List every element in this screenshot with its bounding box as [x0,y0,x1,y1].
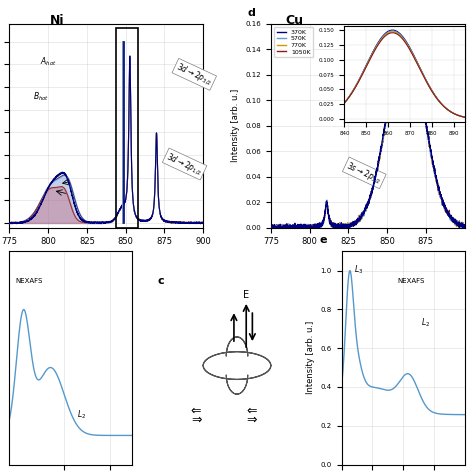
Text: $L_3$: $L_3$ [354,264,363,276]
Polygon shape [203,352,237,379]
Polygon shape [237,352,271,379]
Text: E: E [243,290,249,300]
Polygon shape [226,337,248,356]
Text: $3d \rightarrow 2p_{1/2}$: $3d \rightarrow 2p_{1/2}$ [164,150,205,178]
Text: d: d [247,8,255,18]
Text: ⇒: ⇒ [191,414,201,427]
Text: e: e [319,235,327,245]
Text: $3s \rightarrow 2p_{3/2}$: $3s \rightarrow 2p_{3/2}$ [345,159,384,187]
Text: Cu: Cu [285,14,303,27]
Bar [116,28,138,228]
Text: ⇐: ⇐ [191,405,201,418]
Polygon shape [226,375,248,394]
Y-axis label: Intensity [arb. u.]: Intensity [arb. u.] [231,89,240,162]
X-axis label: Energy: Energy [353,252,383,261]
X-axis label: Energy [eV]: Energy [eV] [82,252,131,261]
Text: $L_2$: $L_2$ [421,317,430,329]
Text: NEXAFS: NEXAFS [397,278,424,284]
Text: ⇒: ⇒ [246,414,257,427]
Legend: 370K, 570K, 770K, 1050K: 370K, 570K, 770K, 1050K [274,27,313,57]
Text: ⇐: ⇐ [246,405,257,418]
Text: c: c [157,276,164,286]
Text: $A_{hot}$: $A_{hot}$ [40,55,57,68]
Text: Ni: Ni [50,14,64,27]
Text: $3d \rightarrow 2p_{3/2}$: $3d \rightarrow 2p_{3/2}$ [174,60,215,88]
Y-axis label: Intensity [arb. u.]: Intensity [arb. u.] [306,321,315,394]
Text: $B_{hot}$: $B_{hot}$ [33,90,49,102]
Text: NEXAFS: NEXAFS [16,278,43,284]
Text: $L_2$: $L_2$ [77,409,86,421]
